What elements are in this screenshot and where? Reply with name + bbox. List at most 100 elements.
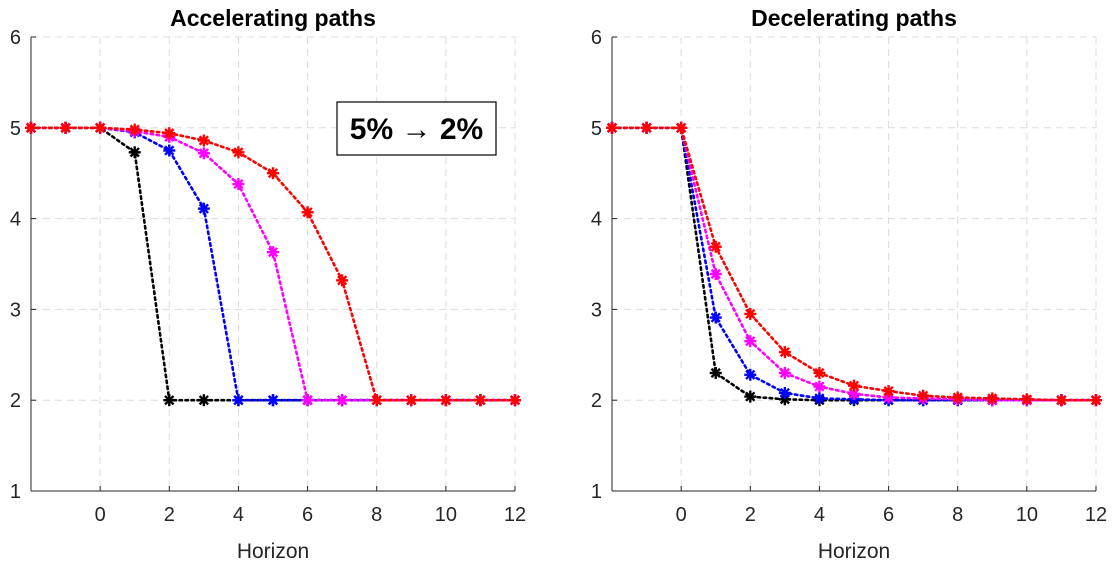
point-marker-stroke [952, 392, 963, 403]
data-point [744, 335, 757, 348]
point-marker-stroke [164, 145, 175, 156]
series-1 [25, 121, 521, 407]
point-marker-stroke [406, 395, 417, 406]
point-marker-stroke [475, 395, 486, 406]
x-tick-label: 10 [1016, 504, 1038, 526]
x-tick-label: 10 [435, 504, 457, 526]
x-tick-label: 12 [504, 504, 526, 526]
x-tick-label: 6 [883, 504, 894, 526]
data-point [336, 274, 349, 287]
data-point [301, 394, 314, 407]
data-point [709, 311, 722, 324]
series-line [610, 126, 1098, 402]
data-point [709, 240, 722, 253]
point-marker-stroke [302, 395, 313, 406]
data-point [778, 386, 791, 399]
point-marker-stroke [745, 369, 756, 380]
series-4 [25, 121, 521, 407]
point-marker-stroke [164, 128, 175, 139]
x-tick-label: 4 [814, 504, 825, 526]
point-marker-stroke [95, 122, 106, 133]
data-point [439, 394, 452, 407]
point-marker-stroke [883, 386, 894, 397]
point-marker-stroke [745, 391, 756, 402]
data-point [94, 121, 107, 134]
data-point [709, 267, 722, 280]
point-marker-stroke [606, 122, 618, 133]
y-tick-label: 1 [591, 481, 602, 503]
x-tick-label: 2 [164, 504, 175, 526]
y-tick-label: 2 [10, 390, 21, 412]
point-marker-stroke [779, 387, 790, 399]
annotation-text: 5% → 2% [350, 113, 483, 146]
point-marker-stroke [198, 148, 209, 159]
data-point [197, 202, 210, 215]
data-point [813, 392, 826, 405]
x-tick-label: 8 [952, 504, 963, 526]
point-marker-stroke [1090, 395, 1102, 406]
data-point [267, 246, 279, 259]
data-point [675, 121, 688, 134]
data-point [232, 146, 245, 159]
data-point [606, 121, 618, 134]
point-marker-stroke [814, 381, 825, 392]
data-point [848, 387, 860, 400]
y-tick-label: 3 [10, 299, 21, 321]
y-tick-label: 4 [10, 209, 21, 231]
series-2 [25, 121, 521, 407]
data-point [301, 206, 314, 219]
data-point [744, 307, 757, 320]
data-point [163, 394, 176, 407]
data-point [59, 121, 72, 134]
chart-title: Accelerating paths [170, 5, 376, 31]
x-tick-label: 0 [676, 504, 687, 526]
series-line [610, 126, 1098, 402]
data-point [197, 134, 210, 147]
point-marker-stroke [710, 312, 721, 323]
point-marker-stroke [779, 346, 790, 358]
point-marker-stroke [371, 395, 382, 406]
point-marker-stroke [676, 122, 687, 133]
annotation-frame [336, 101, 497, 156]
series-1 [606, 121, 1102, 407]
point-marker-stroke [814, 367, 825, 379]
data-point [709, 366, 722, 379]
data-point [917, 389, 930, 402]
x-tick-label: 6 [302, 504, 313, 526]
x-tick-label: 0 [95, 504, 106, 526]
data-point [744, 368, 757, 381]
y-tick-label: 6 [591, 27, 602, 49]
data-point [640, 121, 653, 134]
point-marker-stroke [848, 380, 860, 391]
point-marker-stroke [509, 395, 521, 406]
point-marker-stroke [745, 336, 756, 347]
x-axis-label: Horizon [237, 540, 309, 562]
data-point [813, 366, 826, 379]
point-marker-stroke [198, 135, 209, 146]
data-point [163, 144, 176, 157]
point-marker-stroke [233, 179, 244, 190]
point-marker-stroke [710, 241, 721, 252]
series-line [610, 126, 1098, 402]
data-point [163, 127, 176, 140]
point-marker-stroke [60, 122, 71, 133]
data-point [267, 167, 279, 180]
series-3 [25, 121, 521, 407]
data-point [197, 394, 210, 407]
point-marker-stroke [337, 395, 348, 406]
point-marker-stroke [848, 388, 860, 399]
data-point [1055, 394, 1068, 407]
point-marker-stroke [710, 367, 721, 379]
y-tick-label: 5 [10, 118, 21, 140]
point-marker-stroke [987, 393, 998, 404]
point-marker-stroke [641, 122, 652, 133]
point-marker-stroke [233, 147, 244, 158]
point-marker-stroke [129, 124, 140, 135]
data-point [405, 394, 418, 407]
point-marker-stroke [337, 275, 348, 286]
annotation-box: 5% → 2% [336, 101, 497, 156]
chart-title: Decelerating paths [751, 5, 957, 31]
point-marker-stroke [198, 203, 209, 214]
